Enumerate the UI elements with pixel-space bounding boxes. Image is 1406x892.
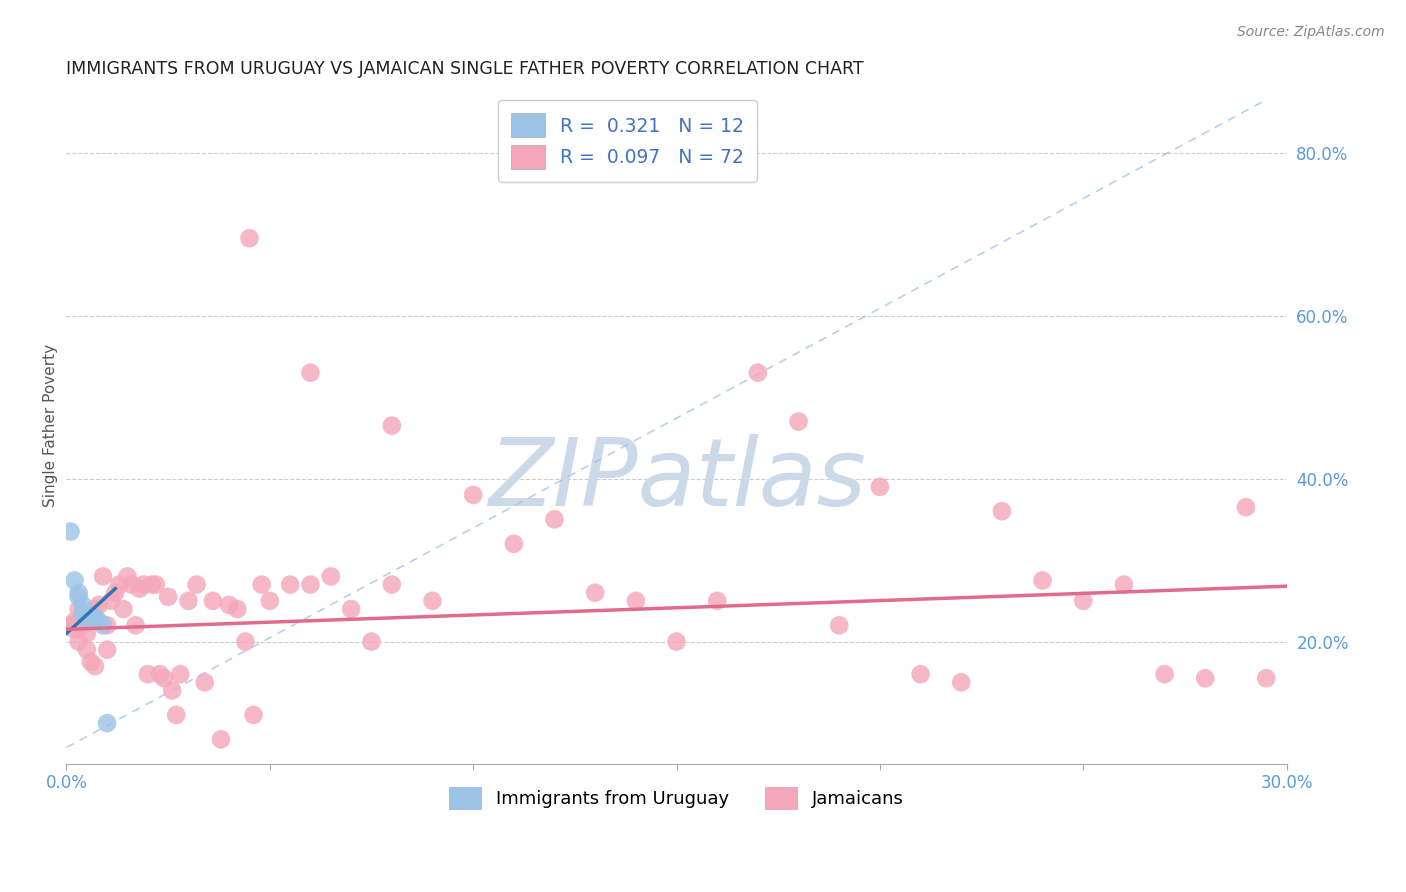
Point <box>1194 671 1216 685</box>
Point <box>381 418 404 433</box>
Point <box>299 577 322 591</box>
Point <box>250 577 273 591</box>
Point <box>63 623 86 637</box>
Point <box>67 590 90 604</box>
Point <box>87 614 110 628</box>
Point <box>76 642 98 657</box>
Point <box>76 614 98 628</box>
Point <box>141 577 163 591</box>
Point <box>747 366 769 380</box>
Text: ZIPatlas: ZIPatlas <box>488 434 866 525</box>
Point <box>209 732 232 747</box>
Point <box>583 585 606 599</box>
Point <box>235 634 257 648</box>
Point <box>149 667 172 681</box>
Point <box>828 618 851 632</box>
Point <box>950 675 973 690</box>
Point <box>112 602 135 616</box>
Point <box>422 594 444 608</box>
Point <box>1032 574 1054 588</box>
Point <box>360 634 382 648</box>
Point <box>624 594 647 608</box>
Point <box>706 594 728 608</box>
Point <box>165 707 187 722</box>
Point <box>84 602 107 616</box>
Point <box>124 618 146 632</box>
Point <box>218 598 240 612</box>
Point <box>665 634 688 648</box>
Point <box>381 577 404 591</box>
Point <box>910 667 932 681</box>
Point <box>72 606 94 620</box>
Point <box>1071 594 1094 608</box>
Point <box>169 667 191 681</box>
Point <box>59 618 82 632</box>
Point <box>278 577 301 591</box>
Point <box>67 585 90 599</box>
Point <box>59 524 82 539</box>
Point <box>84 610 107 624</box>
Point <box>67 602 90 616</box>
Point <box>67 634 90 648</box>
Point <box>201 594 224 608</box>
Text: IMMIGRANTS FROM URUGUAY VS JAMAICAN SINGLE FATHER POVERTY CORRELATION CHART: IMMIGRANTS FROM URUGUAY VS JAMAICAN SING… <box>66 60 865 78</box>
Point <box>1112 577 1135 591</box>
Point <box>543 512 565 526</box>
Y-axis label: Single Father Poverty: Single Father Poverty <box>44 344 58 508</box>
Point <box>117 569 139 583</box>
Point <box>1234 500 1257 515</box>
Point <box>136 667 159 681</box>
Point <box>96 642 118 657</box>
Point <box>121 577 143 591</box>
Point <box>787 415 810 429</box>
Point <box>72 618 94 632</box>
Point <box>76 626 98 640</box>
Point <box>63 614 86 628</box>
Point <box>145 577 167 591</box>
Legend: Immigrants from Uruguay, Jamaicans: Immigrants from Uruguay, Jamaicans <box>436 774 917 822</box>
Point <box>100 594 122 608</box>
Point <box>72 598 94 612</box>
Text: Source: ZipAtlas.com: Source: ZipAtlas.com <box>1237 25 1385 39</box>
Point <box>96 716 118 731</box>
Point <box>80 655 103 669</box>
Point <box>238 231 260 245</box>
Point <box>104 585 127 599</box>
Point <box>194 675 217 690</box>
Point <box>991 504 1014 518</box>
Point <box>91 618 114 632</box>
Point <box>160 683 183 698</box>
Point <box>132 577 155 591</box>
Point <box>319 569 342 583</box>
Point <box>177 594 200 608</box>
Point <box>108 577 131 591</box>
Point <box>299 366 322 380</box>
Point <box>242 707 264 722</box>
Point <box>259 594 281 608</box>
Point <box>96 618 118 632</box>
Point <box>91 569 114 583</box>
Point <box>340 602 363 616</box>
Point <box>63 574 86 588</box>
Point <box>502 537 524 551</box>
Point <box>186 577 208 591</box>
Point <box>157 590 180 604</box>
Point <box>153 671 176 685</box>
Point <box>869 480 891 494</box>
Point <box>1153 667 1175 681</box>
Point <box>226 602 249 616</box>
Point <box>1256 671 1278 685</box>
Point <box>80 610 103 624</box>
Point <box>87 598 110 612</box>
Point <box>84 659 107 673</box>
Point <box>463 488 485 502</box>
Point <box>128 582 150 596</box>
